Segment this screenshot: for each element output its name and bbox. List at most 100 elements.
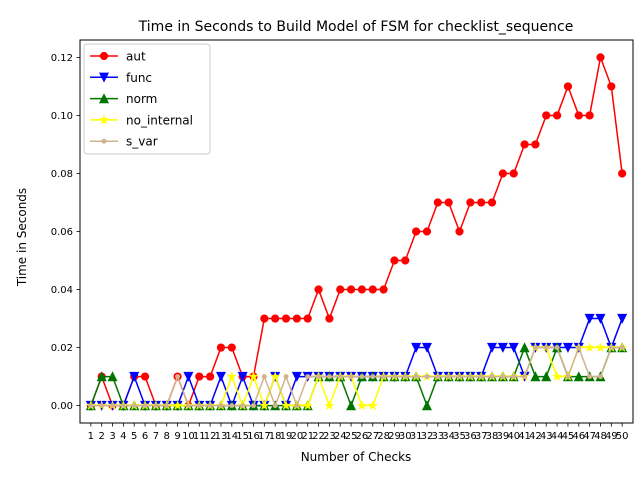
x-axis-label: Number of Checks [301,450,412,464]
data-point-func-48 [595,313,606,324]
data-point-aut-17 [260,314,269,323]
legend-marker [98,72,110,83]
data-point-aut-28 [379,285,388,294]
x-tick-label: 33 [431,431,444,442]
x-tick-label: 47 [583,431,596,442]
legend-item-s_var: s_var [90,135,158,149]
x-tick-label: 44 [551,431,564,442]
x-tick-label: 4 [120,431,126,442]
data-point-aut-26 [357,285,367,294]
x-tick-label: 5 [131,431,137,442]
x-tick-label: 42 [529,431,542,442]
data-point-s_var-25 [348,374,354,380]
data-point-aut-45 [563,82,573,91]
data-point-aut-21 [303,314,312,323]
x-tick-label: 14 [225,431,238,442]
y-tick-label: 0.08 [51,169,73,180]
data-point-aut-41 [520,140,529,149]
legend-item-no_internal: no_internal [90,113,193,127]
data-point-func-32 [421,342,432,353]
x-tick-label: 50 [616,431,629,442]
data-point-norm-46 [573,371,584,382]
data-point-aut-48 [596,53,605,62]
data-point-aut-29 [390,256,399,265]
data-point-s_var-5 [131,403,137,409]
data-point-s_var-3 [110,403,116,409]
x-tick-label: 24 [334,431,347,442]
data-point-no_internal-14 [226,371,237,381]
data-point-s_var-30 [402,374,408,380]
data-point-s_var-1 [88,403,94,409]
x-tick-label: 28 [377,431,390,442]
data-point-aut-23 [325,314,334,323]
data-point-s_var-22 [316,374,322,380]
data-point-aut-37 [477,198,486,207]
x-tick-label: 2 [98,431,104,442]
data-point-s_var-6 [142,403,148,409]
data-point-aut-18 [271,314,280,323]
data-point-no_internal-9 [172,400,183,410]
data-point-func-40 [508,342,519,353]
data-point-aut-44 [552,111,562,120]
data-point-aut-40 [509,169,518,178]
x-tick-label: 18 [269,431,282,442]
legend-box [83,43,211,155]
data-point-no_internal-27 [367,400,378,410]
x-tick-label: 32 [421,431,434,442]
data-point-no_internal-48 [595,342,606,352]
x-tick-label: 30 [399,431,412,442]
legend-label: no_internal [126,113,193,127]
legend-item-norm: norm [90,92,157,106]
data-point-aut-36 [466,198,475,207]
data-point-s_var-13 [218,403,224,409]
data-point-aut-13 [216,343,226,352]
x-tick-label: 39 [497,431,510,442]
plot-frame [79,39,634,424]
data-point-aut-49 [607,82,616,91]
data-point-s_var-8 [164,403,170,409]
data-point-s_var-47 [587,374,593,380]
data-point-func-50 [617,313,628,324]
series-s_var [88,345,625,409]
data-point-aut-30 [401,256,410,265]
x-tick-label: 6 [142,431,148,442]
legend-label: s_var [126,135,158,149]
x-tick-label: 45 [562,431,575,442]
data-point-s_var-21 [305,374,311,380]
data-point-s_var-23 [326,374,332,380]
data-point-aut-20 [292,314,301,323]
data-point-no_internal-47 [584,342,595,352]
y-tick-label: 0.06 [51,227,73,238]
data-point-s_var-43 [543,345,549,351]
data-point-s_var-50 [619,345,625,351]
y-tick-label: 0.00 [51,401,73,412]
data-point-norm-41 [519,342,530,353]
data-point-s_var-34 [446,374,452,380]
data-point-s_var-10 [185,403,191,409]
legend-marker [101,138,107,144]
data-point-no_internal-19 [281,400,291,410]
x-tick-label: 20 [290,431,303,442]
data-point-no_internal-44 [552,371,563,381]
legend-label: norm [126,92,157,106]
data-point-func-38 [487,342,498,353]
data-point-no_internal-26 [356,400,367,410]
data-point-norm-42 [530,371,541,382]
data-point-func-10 [183,371,194,382]
x-tick-label: 48 [594,431,607,442]
data-point-s_var-7 [153,403,159,409]
x-tick-label: 3 [109,431,115,442]
data-point-s_var-9 [175,374,181,380]
x-tick-label: 23 [323,431,336,442]
legend-item-func: func [90,71,152,85]
data-point-s_var-37 [478,374,484,380]
x-tick-label: 29 [388,431,401,442]
x-tick-label: 12 [204,431,217,442]
data-point-s_var-45 [565,374,571,380]
data-point-aut-38 [487,198,497,207]
data-point-aut-34 [444,198,453,207]
legend-item-aut: aut [90,50,146,64]
data-point-s_var-2 [99,403,105,409]
data-point-s_var-20 [294,403,300,409]
data-point-s_var-42 [532,345,538,351]
